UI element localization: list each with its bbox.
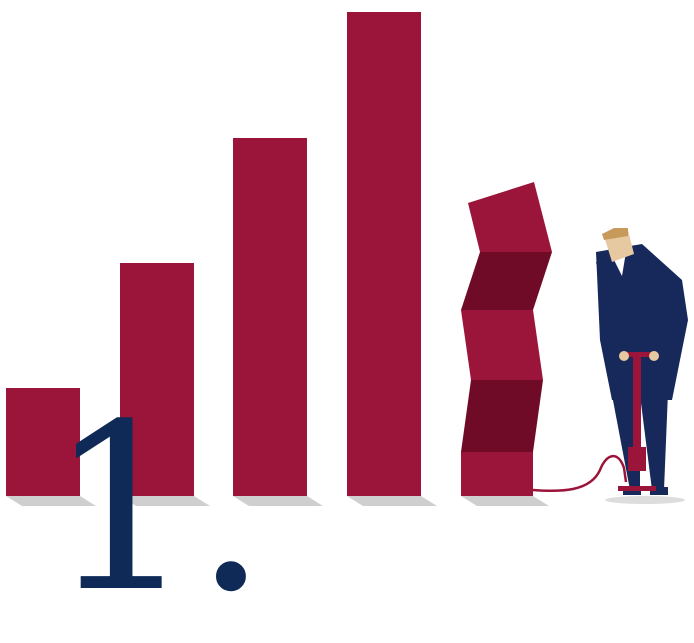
pump-hose [532,455,628,493]
bar-3 [233,138,307,496]
man-with-pump [596,228,688,504]
bar-shadows [6,496,549,506]
bar-2 [120,263,194,496]
bar-1 [6,388,80,496]
step-number: 1. [48,376,268,643]
bar-4 [347,12,421,496]
illustration [6,12,688,506]
collapsing-bar [461,182,552,496]
